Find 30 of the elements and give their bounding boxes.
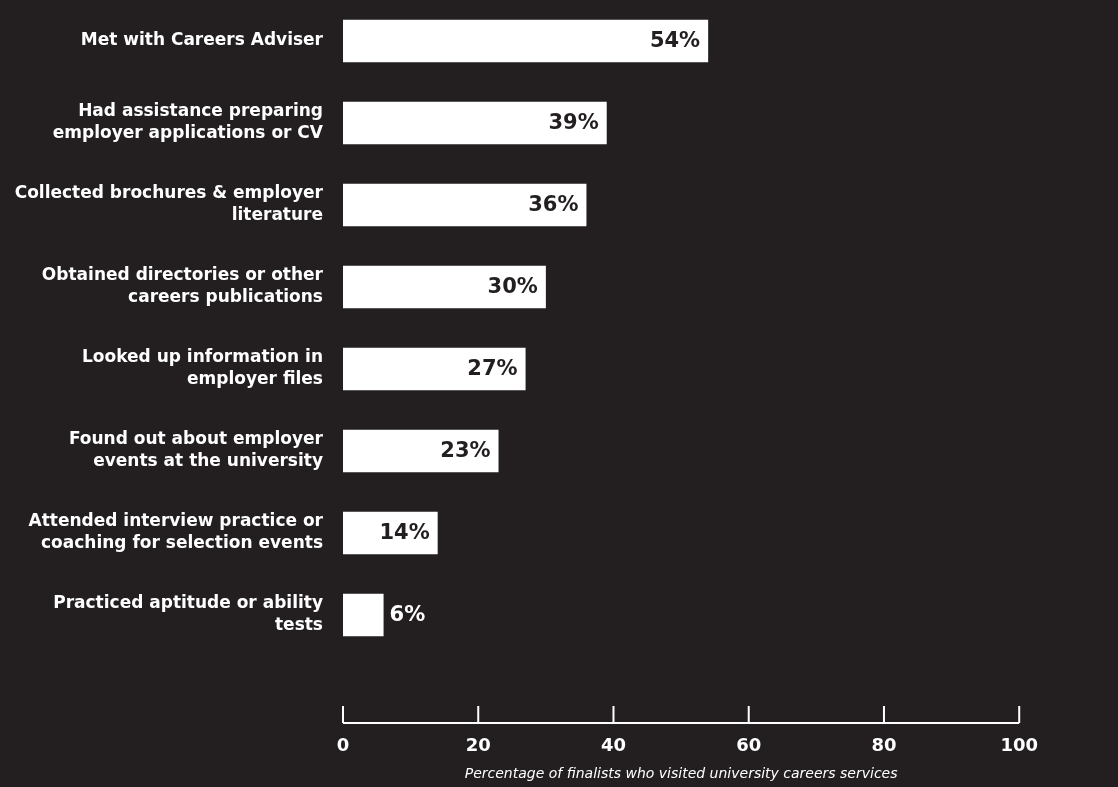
y-tick-label: Met with Careers Adviser bbox=[80, 29, 324, 50]
x-tick-label: 100 bbox=[1000, 734, 1038, 756]
data-label: 36% bbox=[528, 192, 579, 217]
x-tick-label: 0 bbox=[336, 734, 350, 756]
data-label: 27% bbox=[467, 356, 518, 381]
y-tick-label: Had assistance preparing employer applications or CV bbox=[52, 100, 324, 143]
x-tick-label: 40 bbox=[600, 734, 627, 756]
data-label: 39% bbox=[548, 110, 599, 135]
y-tick-label: Found out about employer events at the university bbox=[68, 428, 324, 471]
y-tick-label: Collected brochures & employer literature bbox=[14, 182, 324, 225]
x-tick-label: 80 bbox=[871, 734, 897, 756]
x-tick-label: 20 bbox=[465, 734, 491, 756]
data-label: 54% bbox=[649, 28, 701, 53]
y-tick-label: Obtained directories or other careers publications bbox=[41, 264, 324, 307]
y-tick-label: Looked up information in employer files bbox=[81, 346, 323, 389]
data-label: 14% bbox=[379, 520, 430, 545]
x-tick-label: 60 bbox=[736, 734, 762, 756]
data-label: 6% bbox=[389, 602, 426, 627]
y-tick-label: Attended interview practice or coaching for selection events bbox=[28, 510, 324, 553]
bar bbox=[343, 429, 499, 473]
bar bbox=[343, 593, 384, 637]
bar bbox=[343, 19, 709, 63]
bar bbox=[343, 347, 526, 391]
bar bbox=[343, 101, 607, 145]
bar bbox=[343, 183, 587, 227]
data-label: 30% bbox=[487, 274, 538, 299]
x-axis-title: Percentage of finalists who visited university careers services bbox=[464, 765, 898, 782]
data-label: 23% bbox=[440, 438, 491, 463]
y-tick-label: Practiced aptitude or ability tests bbox=[53, 592, 323, 635]
bar bbox=[343, 265, 546, 309]
